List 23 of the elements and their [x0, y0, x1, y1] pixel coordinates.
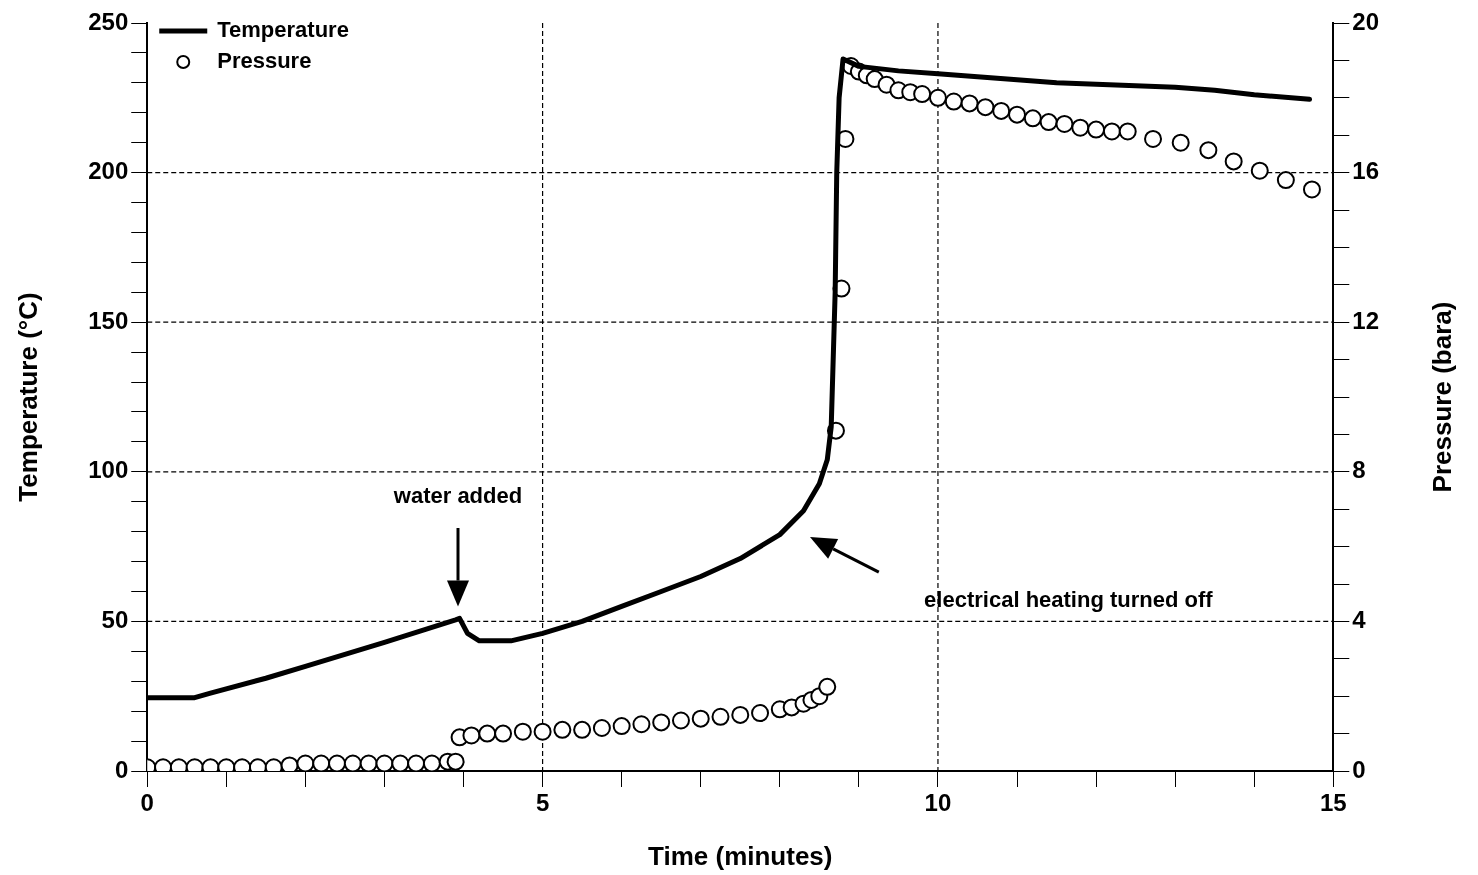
y2-tick-label: 8 [1352, 456, 1366, 484]
y-tick-label: 200 [88, 157, 129, 185]
legend-label: Temperature [217, 17, 349, 43]
y-tick-label: 250 [88, 7, 129, 35]
y-tick-label: 150 [88, 306, 129, 334]
x-tick-label: 10 [924, 789, 952, 817]
y2-tick-label: 0 [1352, 755, 1366, 783]
annotation: electrical heating turned off [924, 586, 1214, 612]
y2-tick-label: 12 [1352, 306, 1380, 334]
y-tick-label: 0 [114, 755, 129, 783]
y-axis-title: Temperature (°C) [12, 292, 43, 502]
x-tick-label: 15 [1319, 789, 1347, 817]
x-tick-label: 0 [140, 789, 154, 817]
y2-tick-label: 20 [1352, 7, 1380, 35]
y2-tick-label: 4 [1352, 606, 1367, 634]
x-axis-title: Time (minutes) [648, 840, 833, 871]
annotation: water added [392, 483, 523, 509]
y2-axis-title: Pressure (bara) [1427, 301, 1458, 493]
y-tick-label: 50 [101, 606, 129, 634]
x-tick-label: 5 [535, 789, 550, 817]
y-tick-label: 100 [88, 456, 129, 484]
legend-label: Pressure [217, 48, 312, 74]
y2-tick-label: 16 [1352, 157, 1380, 185]
